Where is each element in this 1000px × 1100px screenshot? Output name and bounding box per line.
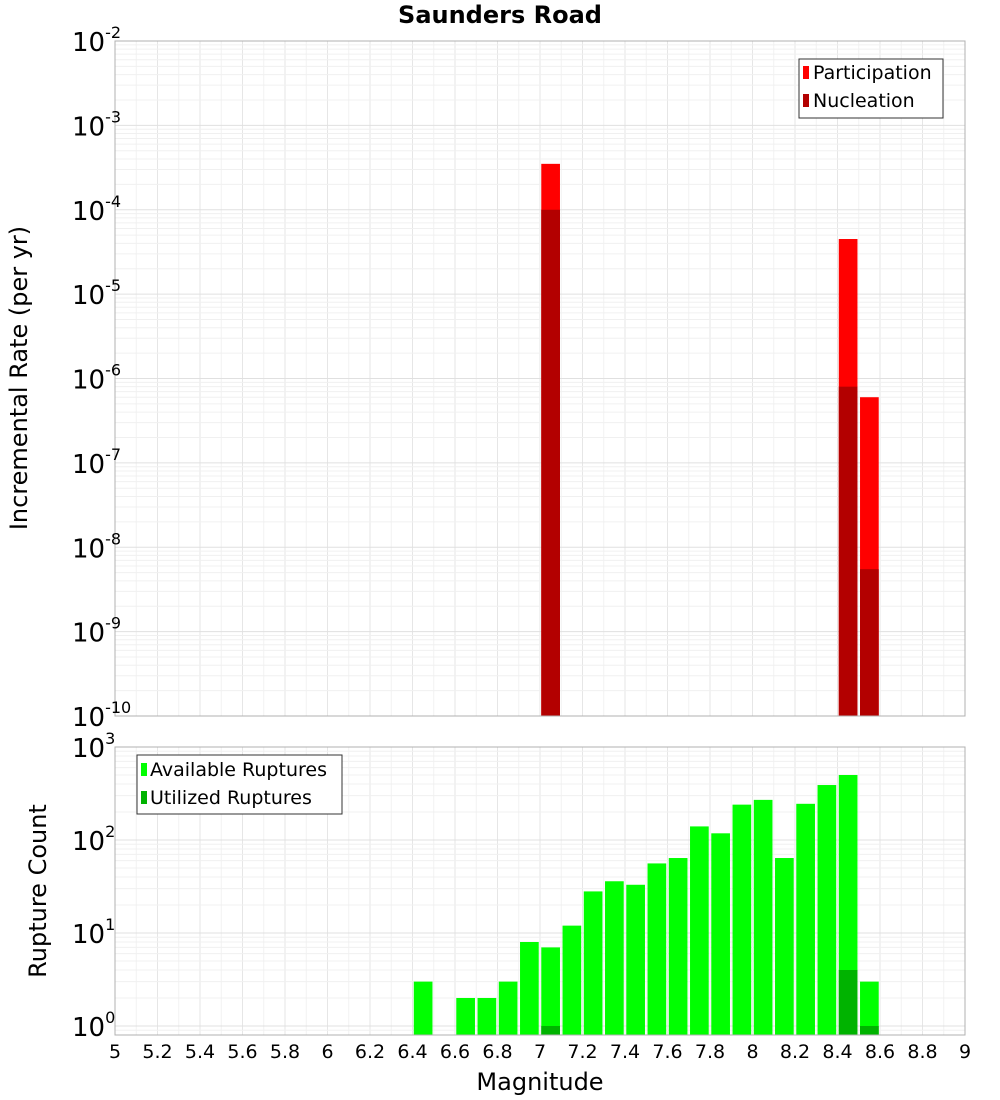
bottom-bar-available-ruptures — [498, 981, 518, 1035]
x-tick-label: 8.2 — [780, 1041, 810, 1063]
legend-swatch-nucleation — [803, 94, 809, 107]
top-y-tick-label: 10-10 — [72, 698, 131, 733]
top-bar-nucleation — [541, 209, 560, 716]
bottom-bar-available-ruptures — [562, 925, 582, 1035]
legend-swatch-available — [141, 763, 147, 776]
x-tick-label: 7.8 — [695, 1041, 725, 1063]
bottom-bar-available-ruptures — [732, 804, 752, 1035]
x-tick-label: 7.6 — [652, 1041, 682, 1063]
bottom-bar-available-ruptures — [775, 858, 794, 1035]
legend-label-participation: Participation — [813, 62, 932, 84]
top-y-tick-label: 10-2 — [72, 23, 121, 58]
bottom-legend: Available Ruptures Utilized Ruptures — [136, 754, 343, 815]
x-tick-label: 7.4 — [610, 1041, 640, 1063]
top-y-tick-label: 10-4 — [72, 192, 121, 227]
bottom-bar-available-ruptures — [477, 997, 497, 1035]
bottom-bar-available-ruptures — [541, 947, 560, 1035]
legend-label-available: Available Ruptures — [150, 759, 327, 781]
top-y-tick-label: 10-3 — [72, 107, 121, 142]
bottom-bar-available-ruptures — [860, 981, 879, 1035]
bottom-bar-available-ruptures — [456, 997, 475, 1035]
top-y-tick-label: 10-6 — [72, 361, 121, 396]
x-tick-label: 8.4 — [822, 1041, 852, 1063]
top-y-tick-label: 10-9 — [72, 614, 121, 649]
top-plot-area: 10-10 10-9 10-8 10-7 10-6 10-5 10-4 10-3 10-2 — [72, 23, 966, 733]
top-y-axis-label: Incremental Rate (per yr) — [5, 226, 33, 530]
bottom-bar-available-ruptures — [626, 884, 645, 1035]
top-legend: Participation Nucleation — [798, 58, 944, 119]
x-tick-label: 6.8 — [482, 1041, 512, 1063]
bottom-bar-available-ruptures — [753, 799, 773, 1035]
bottom-y-axis-label: Rupture Count — [24, 804, 52, 978]
x-tick-label: 5.6 — [227, 1041, 257, 1063]
bottom-y-tick-label: 101 — [72, 915, 115, 950]
x-tick-label: 7 — [534, 1041, 546, 1063]
top-bar-nucleation — [838, 386, 858, 716]
legend-swatch-participation — [803, 66, 809, 79]
bottom-bar-utilized-ruptures — [838, 969, 858, 1035]
bottom-bar-available-ruptures — [690, 826, 709, 1035]
bottom-bar-utilized-ruptures — [860, 1025, 879, 1035]
x-tick-label: 6 — [321, 1041, 333, 1063]
legend-label-utilized: Utilized Ruptures — [150, 787, 312, 809]
bottom-bar-available-ruptures — [647, 863, 667, 1035]
bottom-bar-utilized-ruptures — [541, 1025, 560, 1035]
top-y-tick-label: 10-7 — [72, 445, 121, 480]
x-tick-label: 5.2 — [142, 1041, 172, 1063]
x-tick-label: 8.8 — [907, 1041, 937, 1063]
x-tick-label: 8.6 — [865, 1041, 895, 1063]
x-axis-label: Magnitude — [476, 1068, 603, 1096]
x-tick-label: 9 — [959, 1041, 971, 1063]
top-legend-box — [798, 58, 944, 119]
bottom-bar-available-ruptures — [583, 891, 603, 1035]
bottom-y-tick-label: 102 — [72, 822, 115, 857]
top-bar-nucleation — [860, 569, 879, 716]
x-tick-label: 8 — [746, 1041, 758, 1063]
top-plot-frame — [114, 40, 966, 717]
bottom-legend-box — [136, 754, 343, 815]
bottom-bar-available-ruptures — [817, 785, 837, 1035]
bottom-bar-available-ruptures — [796, 803, 815, 1035]
bottom-plot-frame — [114, 746, 966, 1036]
bottom-bar-available-ruptures — [668, 858, 688, 1035]
legend-label-nucleation: Nucleation — [813, 90, 915, 112]
x-tick-label: 7.2 — [567, 1041, 597, 1063]
bottom-bar-available-ruptures — [520, 942, 539, 1035]
x-tick-label: 5 — [109, 1041, 121, 1063]
bottom-y-tick-label: 100 — [72, 1008, 115, 1043]
x-tick-label: 6.4 — [397, 1041, 427, 1063]
x-tick-label: 6.6 — [440, 1041, 470, 1063]
bottom-bar-available-ruptures — [711, 833, 730, 1035]
legend-swatch-utilized — [141, 791, 147, 804]
top-y-tick-label: 10-8 — [72, 529, 121, 564]
top-y-tick-label: 10-5 — [72, 276, 121, 311]
x-tick-label: 6.2 — [355, 1041, 385, 1063]
x-tick-label: 5.8 — [270, 1041, 300, 1063]
x-tick-label: 5.4 — [185, 1041, 215, 1063]
bottom-bar-available-ruptures — [413, 981, 433, 1035]
chart-title: Saunders Road — [398, 1, 602, 29]
bottom-bar-available-ruptures — [605, 881, 624, 1035]
bottom-y-tick-label: 103 — [72, 729, 115, 764]
